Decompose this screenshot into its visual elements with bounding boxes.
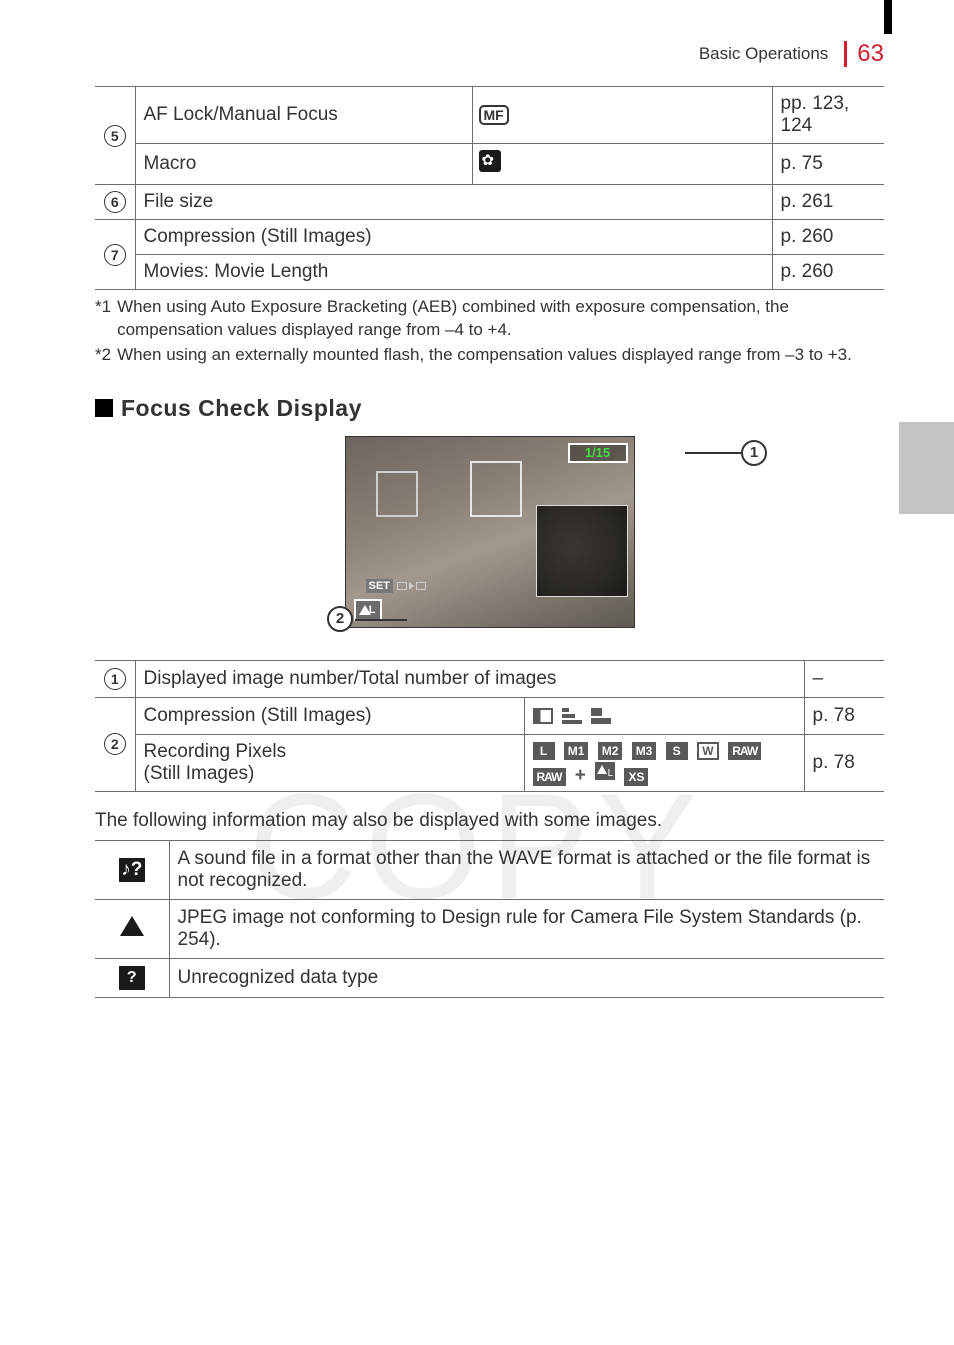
plus-sign: + <box>575 765 586 786</box>
page-number: 63 <box>857 40 884 68</box>
row-label: Movies: Movie Length <box>135 255 772 290</box>
header-divider <box>844 41 847 67</box>
compression-superfine-icon <box>533 708 553 724</box>
icon-desc: A sound file in a format other than the … <box>169 840 884 899</box>
row-icon <box>472 144 772 185</box>
size-m1-icon: M1 <box>564 742 589 760</box>
raw-icon: RAW <box>728 742 761 760</box>
sound-unknown-icon: ♪? <box>119 858 145 882</box>
icon-desc: Unrecognized data type <box>169 958 884 997</box>
macro-icon <box>479 150 501 172</box>
heading-square-icon <box>95 399 113 417</box>
icon-cell: ? <box>95 958 169 997</box>
footnote-text: When using an externally mounted flash, … <box>117 344 852 367</box>
size-m3-icon: M3 <box>632 742 657 760</box>
focus-check-figure: 1/15 SET 1 2 <box>95 436 884 646</box>
row-number: 6 <box>95 185 135 220</box>
footnote-text: When using Auto Exposure Bracketing (AEB… <box>117 296 884 342</box>
row-number: 5 <box>95 87 135 185</box>
size-w-icon: W <box>697 742 719 760</box>
row-icon: MF <box>472 87 772 144</box>
reference-table-1: 5 AF Lock/Manual Focus MF pp. 123, 124 M… <box>95 86 884 290</box>
footnote-1: *1 When using Auto Exposure Bracketing (… <box>95 296 884 342</box>
row-label: Displayed image number/Total number of i… <box>135 660 804 697</box>
row-label: AF Lock/Manual Focus <box>135 87 472 144</box>
fine-l-icon <box>595 762 615 780</box>
row-ref: p. 75 <box>772 144 884 185</box>
row-label: Recording Pixels (Still Images) <box>135 734 524 791</box>
info-note: The following information may also be di… <box>95 810 884 832</box>
row-label: File size <box>135 185 772 220</box>
unknown-icon: ? <box>119 966 145 990</box>
side-tab <box>899 422 954 514</box>
compression-fine-icon <box>562 708 582 724</box>
set-indicator: SET <box>366 579 426 593</box>
row-ref: p. 78 <box>804 734 884 791</box>
page-content: Basic Operations 63 COPY 5 AF Lock/Manua… <box>0 0 954 1058</box>
info-icons-table: ♪? A sound file in a format other than t… <box>95 840 884 998</box>
swap-icon <box>397 582 426 590</box>
image-counter: 1/15 <box>568 443 628 463</box>
size-m2-icon: M2 <box>598 742 623 760</box>
recording-indicator <box>354 599 382 621</box>
row-label: Compression (Still Images) <box>135 697 524 734</box>
row-ref: p. 261 <box>772 185 884 220</box>
warning-icon <box>120 916 144 936</box>
focus-frame-1 <box>376 471 418 517</box>
row-number: 7 <box>95 220 135 290</box>
callout-line-1 <box>685 452 741 454</box>
focus-check-photo: 1/15 SET <box>345 436 635 628</box>
callout-line-2 <box>355 619 407 621</box>
row-ref: – <box>804 660 884 697</box>
size-l-icon: L <box>533 742 555 760</box>
reference-table-2: 1 Displayed image number/Total number of… <box>95 660 884 792</box>
row-ref: p. 260 <box>772 255 884 290</box>
row-ref: p. 260 <box>772 220 884 255</box>
row-label: Macro <box>135 144 472 185</box>
icon-desc: JPEG image not conforming to Design rule… <box>169 899 884 958</box>
set-label: SET <box>366 579 393 593</box>
section-title: Basic Operations <box>699 44 828 64</box>
page-header: Basic Operations 63 <box>95 40 884 68</box>
mf-icon: MF <box>479 105 509 125</box>
size-s-icon: S <box>666 742 688 760</box>
footnote-mark: *2 <box>95 344 111 367</box>
footnote-2: *2 When using an externally mounted flas… <box>95 344 884 367</box>
section-heading: Focus Check Display <box>95 395 884 422</box>
row-number: 2 <box>95 697 135 791</box>
row-icons: L M1 M2 M3 S W RAW RAW + XS <box>524 734 804 791</box>
raw-icon: RAW <box>533 768 566 786</box>
row-ref: p. 78 <box>804 697 884 734</box>
row-number: 1 <box>95 660 135 697</box>
callout-1: 1 <box>741 440 767 466</box>
footnotes: *1 When using Auto Exposure Bracketing (… <box>95 296 884 367</box>
heading-title: Focus Check Display <box>121 395 362 422</box>
icon-cell: ♪? <box>95 840 169 899</box>
callout-2: 2 <box>327 606 353 632</box>
row-label: Compression (Still Images) <box>135 220 772 255</box>
icon-cell <box>95 899 169 958</box>
footnote-mark: *1 <box>95 296 111 342</box>
focus-frame-2 <box>470 461 522 517</box>
compression-normal-icon <box>591 708 611 724</box>
row-ref: pp. 123, 124 <box>772 87 884 144</box>
size-xs-icon: XS <box>624 768 648 786</box>
zoom-inset <box>536 505 628 597</box>
row-icons <box>524 697 804 734</box>
